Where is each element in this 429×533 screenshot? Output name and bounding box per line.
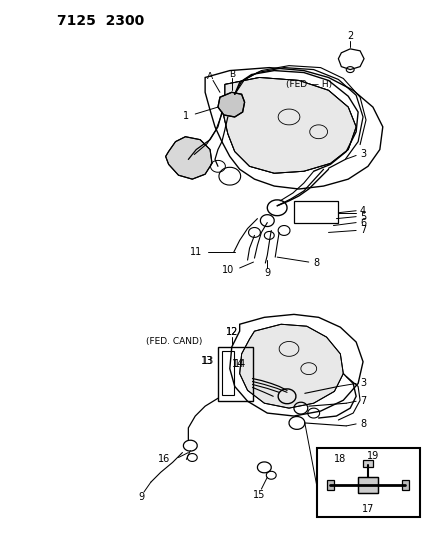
Bar — [363, 461, 373, 467]
Text: 1: 1 — [183, 111, 190, 121]
Text: 10: 10 — [222, 265, 234, 275]
Text: 12: 12 — [226, 327, 238, 337]
Text: A: A — [207, 72, 213, 81]
Text: B: B — [229, 70, 235, 79]
Polygon shape — [166, 136, 212, 179]
Text: 17: 17 — [362, 504, 374, 514]
Text: 7125  2300: 7125 2300 — [57, 14, 144, 28]
Text: (FED. CAND): (FED. CAND) — [146, 336, 202, 345]
Text: 18: 18 — [334, 455, 347, 464]
Text: 3: 3 — [360, 149, 366, 159]
Text: 9: 9 — [138, 492, 144, 502]
Bar — [402, 480, 409, 490]
Text: 14: 14 — [233, 359, 246, 369]
Bar — [317, 448, 420, 516]
Text: 6: 6 — [360, 217, 366, 228]
Polygon shape — [218, 92, 245, 117]
Text: 7: 7 — [360, 396, 366, 406]
Text: 8: 8 — [360, 419, 366, 429]
Text: 8: 8 — [314, 258, 320, 268]
Text: 11: 11 — [190, 247, 202, 257]
Text: 16: 16 — [158, 455, 171, 464]
Bar — [218, 347, 253, 401]
Polygon shape — [223, 77, 356, 173]
Text: (FED — H): (FED — H) — [286, 80, 332, 89]
Text: 7: 7 — [360, 225, 366, 236]
Bar — [358, 477, 378, 493]
Text: 9: 9 — [264, 268, 270, 278]
Bar — [326, 480, 335, 490]
Text: 4: 4 — [360, 206, 366, 216]
Bar — [222, 351, 234, 395]
Bar — [358, 477, 378, 493]
Text: 5: 5 — [360, 212, 366, 222]
Polygon shape — [240, 324, 343, 408]
Text: 2: 2 — [347, 31, 353, 41]
Text: 15: 15 — [253, 490, 266, 500]
Text: 13: 13 — [201, 356, 213, 366]
Bar — [294, 201, 338, 223]
Text: 12: 12 — [226, 327, 238, 337]
Text: 3: 3 — [360, 378, 366, 389]
Text: 14: 14 — [232, 359, 244, 369]
Text: 13: 13 — [202, 356, 214, 366]
Text: 19: 19 — [367, 450, 379, 461]
